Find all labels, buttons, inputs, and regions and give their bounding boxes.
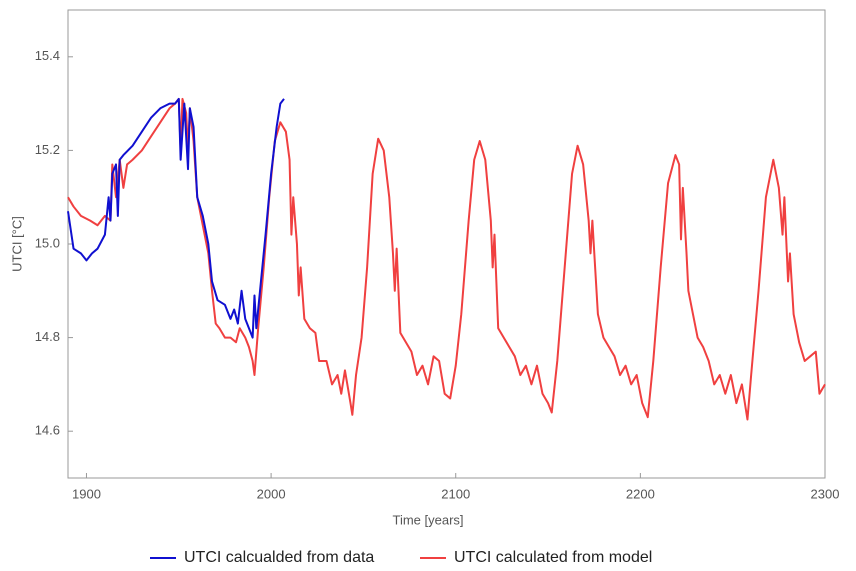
x-tick-label: 2100 xyxy=(441,486,470,501)
y-tick-label: 15.4 xyxy=(35,48,60,63)
data-line xyxy=(67,97,285,339)
plot-frame xyxy=(67,9,826,479)
x-axis-label: Time [years] xyxy=(392,512,463,527)
y-tick-label: 14.6 xyxy=(35,423,60,438)
y-tick-label: 14.8 xyxy=(35,329,60,344)
y-tick-label: 15.0 xyxy=(35,235,60,250)
data-line xyxy=(67,97,826,421)
legend-label: UTCI calculated from model xyxy=(454,549,652,566)
y-tick-label: 15.2 xyxy=(35,142,60,157)
y-axis-label: UTCI [°C] xyxy=(9,216,24,272)
x-tick-label: 2300 xyxy=(811,486,840,501)
x-tick-label: 2000 xyxy=(257,486,286,501)
legend-label: UTCI calcualded from data xyxy=(184,549,374,566)
x-tick-label: 1900 xyxy=(72,486,101,501)
x-tick-label: 2200 xyxy=(626,486,655,501)
